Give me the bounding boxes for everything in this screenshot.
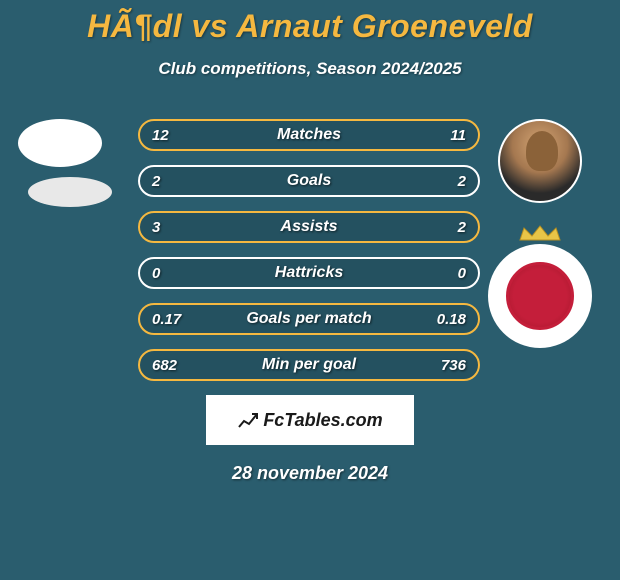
crown-icon: [516, 224, 564, 242]
stat-right-value: 2: [458, 219, 466, 236]
player-left-club-badge: [28, 177, 112, 207]
stat-label: Goals per match: [246, 310, 371, 328]
stat-left-value: 3: [152, 219, 160, 236]
player-right-avatar: [498, 119, 582, 203]
stat-label: Assists: [281, 218, 338, 236]
stat-right-value: 2: [458, 173, 466, 190]
stat-label: Goals: [287, 172, 331, 190]
stat-left-value: 12: [152, 127, 169, 144]
fctables-label: FcTables.com: [263, 410, 382, 431]
stats-list: 12 Matches 11 2 Goals 2 3 Assists 2 0 Hattricks 0 0.…: [138, 119, 480, 381]
player-left-avatar: [18, 119, 102, 167]
stat-row: 12 Matches 11: [138, 119, 480, 151]
stat-row: 3 Assists 2: [138, 211, 480, 243]
stat-right-value: 0: [458, 265, 466, 282]
comparison-date: 28 november 2024: [0, 463, 620, 484]
stat-left-value: 0: [152, 265, 160, 282]
comparison-subtitle: Club competitions, Season 2024/2025: [0, 59, 620, 79]
stat-right-value: 11: [450, 127, 466, 144]
stat-label: Min per goal: [262, 356, 356, 374]
stat-row: 0.17 Goals per match 0.18: [138, 303, 480, 335]
stat-right-value: 736: [441, 357, 466, 374]
comparison-body: 12 Matches 11 2 Goals 2 3 Assists 2 0 Hattricks 0 0.…: [0, 119, 620, 484]
stat-row: 2 Goals 2: [138, 165, 480, 197]
stat-row: 682 Min per goal 736: [138, 349, 480, 381]
stat-row: 0 Hattricks 0: [138, 257, 480, 289]
stat-left-value: 682: [152, 357, 177, 374]
player-right-club-badge: [488, 244, 592, 348]
fctables-watermark: FcTables.com: [206, 395, 414, 445]
stat-right-value: 0.18: [437, 311, 466, 328]
stat-label: Matches: [277, 126, 341, 144]
comparison-title: HÃ¶dl vs Arnaut Groeneveld: [0, 0, 620, 45]
stat-left-value: 0.17: [152, 311, 181, 328]
club-crest-icon: [506, 262, 574, 330]
chart-up-icon: [237, 411, 259, 429]
stat-label: Hattricks: [275, 264, 343, 282]
stat-left-value: 2: [152, 173, 160, 190]
